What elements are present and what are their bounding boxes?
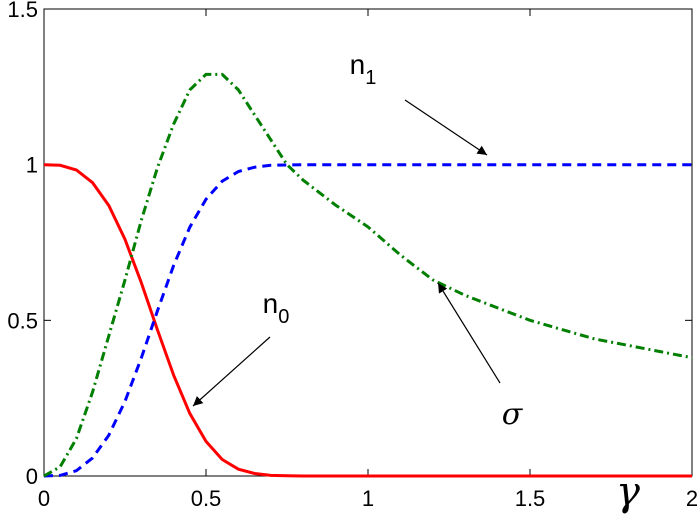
- annotation-arrow: [437, 282, 501, 384]
- series-name: n: [350, 49, 366, 80]
- x-tick-label: 1.5: [515, 486, 546, 511]
- series-annotation: n1: [350, 49, 377, 89]
- x-tick-label: 1: [362, 486, 374, 511]
- series-name: n: [263, 288, 279, 319]
- x-tick-label: 0.5: [191, 486, 222, 511]
- y-tick-label: 0.5: [7, 308, 38, 333]
- series-line: [43, 163, 692, 478]
- y-tick-label: 1: [26, 153, 38, 178]
- y-tick-label: 1.5: [7, 0, 38, 22]
- series-line: [43, 163, 692, 478]
- series-annotation: n0: [263, 288, 290, 328]
- series-annotation: σ: [502, 397, 524, 432]
- y-tick-label: 0: [26, 464, 38, 489]
- series-subscript: 0: [278, 306, 289, 328]
- x-tick-label: 2: [686, 486, 698, 511]
- series-line: [43, 72, 693, 478]
- series-name: σ: [502, 397, 524, 432]
- annotation-arrow: [404, 99, 488, 156]
- series-subscript: 1: [365, 67, 376, 89]
- x-tick-label: 0: [38, 486, 50, 511]
- annotation-arrow: [192, 336, 271, 407]
